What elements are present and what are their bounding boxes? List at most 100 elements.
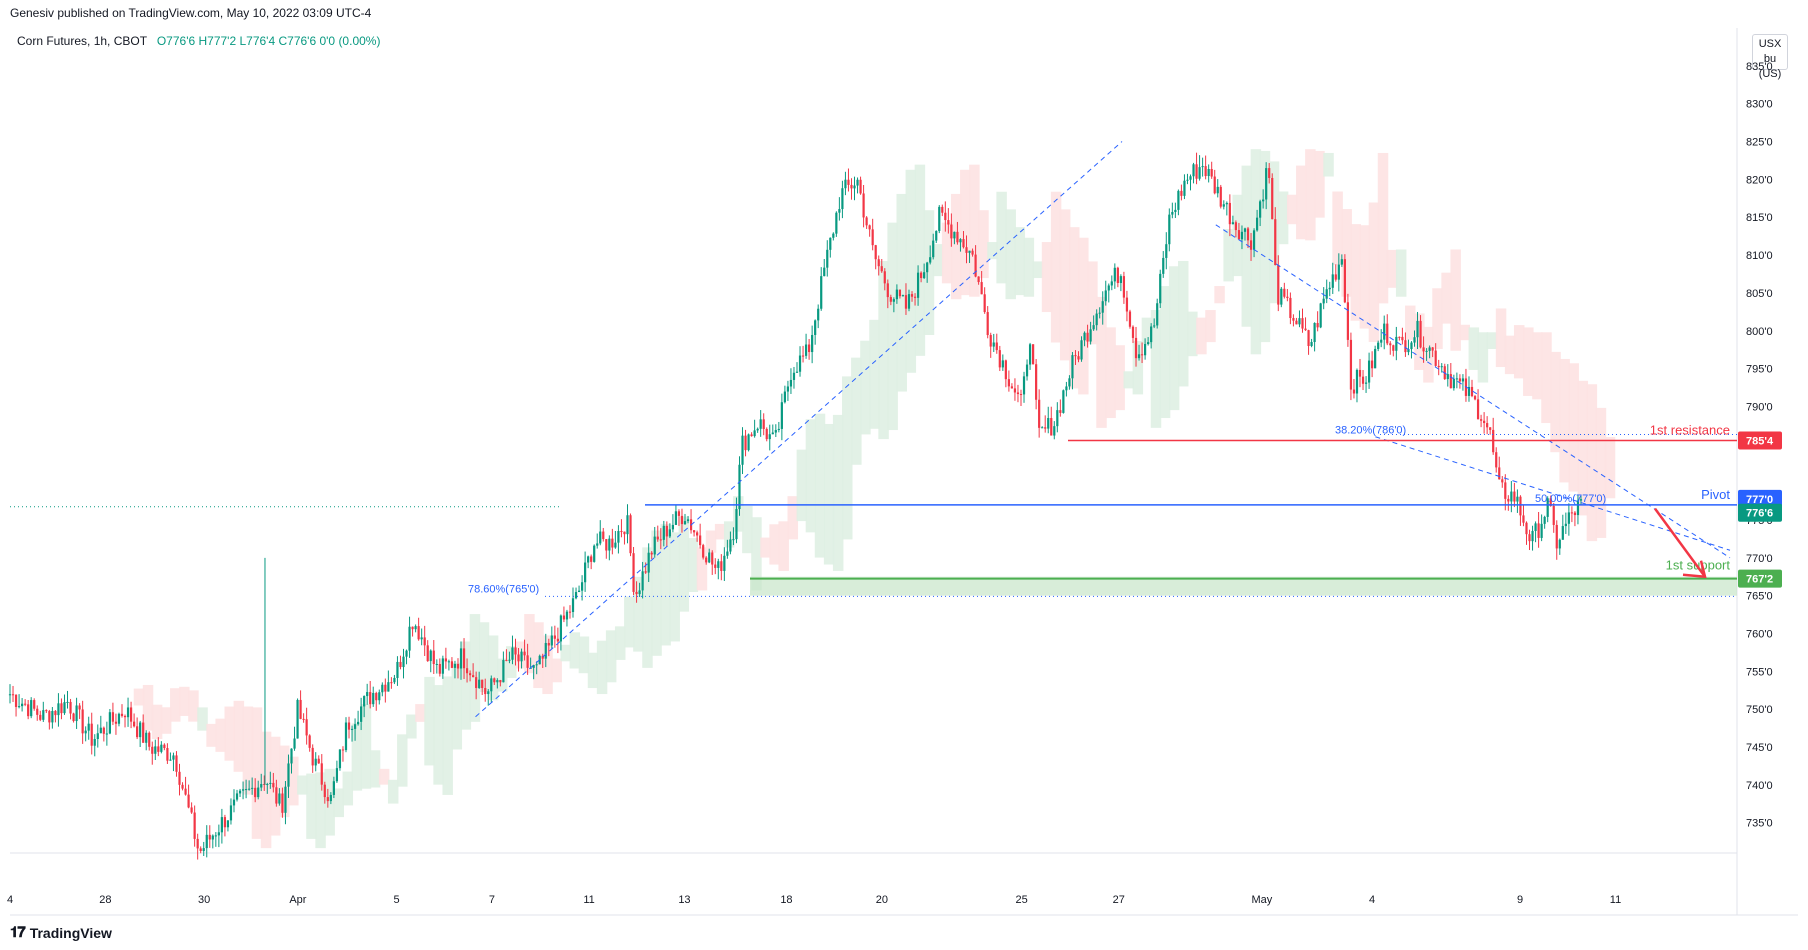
candle-body <box>1007 379 1010 387</box>
cloud-segment <box>1486 332 1498 349</box>
candle-body <box>160 744 163 752</box>
candle-body <box>587 556 590 563</box>
candle-body <box>1292 318 1295 321</box>
symbol-name[interactable]: Corn Futures, 1h, CBOT <box>17 34 147 48</box>
candle-body <box>1358 369 1362 377</box>
cloud-segment <box>487 635 499 701</box>
tradingview-brand[interactable]: 𝟏𝟕 TradingView <box>10 924 112 941</box>
arrow-head-icon <box>1682 560 1707 579</box>
candle-body <box>1156 303 1159 326</box>
candle-body <box>1504 482 1507 499</box>
candle-body <box>708 552 711 563</box>
candle-body <box>126 707 130 718</box>
candle-body <box>1010 386 1014 389</box>
ichimoku-cloud <box>133 149 1616 849</box>
unit-label: bu (US) <box>1758 53 1782 80</box>
candle-body <box>157 746 160 752</box>
candle-body <box>57 703 60 716</box>
candle-body <box>66 701 69 703</box>
time-tick-label: May <box>1251 894 1272 906</box>
candle-body <box>814 320 817 335</box>
candle-body <box>1392 345 1395 351</box>
candle-body <box>1134 337 1138 359</box>
cloud-segment <box>769 524 780 565</box>
candle-body <box>913 296 917 298</box>
candle-body <box>1237 230 1241 240</box>
candle-body <box>353 724 357 729</box>
candle-body <box>880 266 883 272</box>
candle-body <box>90 723 93 746</box>
candle-body <box>1231 222 1234 225</box>
candle-body <box>738 464 741 510</box>
candle-body <box>468 673 472 676</box>
candle-body <box>620 531 623 533</box>
cloud-segment <box>360 704 372 789</box>
candle-body <box>1031 344 1035 365</box>
candle-body <box>662 525 665 540</box>
pivot-label: Pivot <box>1701 487 1730 502</box>
candle-body <box>683 521 687 525</box>
candle-body <box>1531 530 1534 542</box>
candle-body <box>1473 396 1477 400</box>
candle-body <box>320 763 323 785</box>
cloud-segment <box>1459 324 1470 341</box>
candle-body <box>1437 365 1440 368</box>
candle-body <box>1561 526 1564 540</box>
candle-body <box>686 519 690 522</box>
cloud-segment <box>469 614 481 722</box>
candle-body <box>919 272 923 279</box>
candle-body <box>795 371 799 373</box>
cloud-segment <box>1159 286 1171 419</box>
candle-body <box>487 691 490 695</box>
candle-body <box>1304 328 1307 331</box>
candle-body <box>1364 382 1368 384</box>
candle-body <box>801 355 805 357</box>
candle-body <box>717 561 720 568</box>
candle-body <box>299 699 302 719</box>
cloud-segment <box>978 210 989 279</box>
candle-body <box>1056 410 1059 427</box>
candle-body <box>202 848 205 851</box>
candle-body <box>14 694 18 707</box>
cloud-segment <box>751 517 762 591</box>
candle-body <box>154 746 157 754</box>
candle-body <box>1068 378 1071 387</box>
candle-body <box>1168 214 1171 245</box>
cloud-segment <box>760 537 771 558</box>
cloud-segment <box>1205 310 1216 343</box>
candle-body <box>968 250 971 253</box>
candle-body <box>1001 360 1004 368</box>
candle-body <box>381 684 384 693</box>
cloud-segment <box>851 357 862 465</box>
candle-body <box>293 738 296 749</box>
cloud-segment <box>887 222 898 431</box>
candle-body <box>178 771 181 785</box>
cloud-segment <box>1468 327 1480 370</box>
cloud-segment <box>687 538 699 592</box>
candle-body <box>898 289 902 297</box>
candle-body <box>1431 347 1434 351</box>
candle-body <box>1313 323 1316 343</box>
candle-body <box>1255 217 1259 231</box>
currency-unit-button[interactable]: USX bu (US) <box>1752 34 1788 80</box>
candle-body <box>217 832 220 836</box>
candle-body <box>859 179 862 194</box>
candle-body <box>944 212 947 221</box>
cloud-segment <box>451 662 463 750</box>
candle-body <box>947 220 950 225</box>
time-axis[interactable]: 4 28 30 Apr 5 7 11 13 18 20 25 27 May 4 9 11 <box>7 894 1621 906</box>
candle-body <box>1380 339 1383 343</box>
symbol-legend[interactable]: Corn Futures, 1h, CBOT O776'6 H777'2 L77… <box>17 34 380 48</box>
candle-body <box>789 379 793 387</box>
cloud-segment <box>787 496 799 540</box>
candle-body <box>808 344 811 353</box>
candle-body <box>305 719 308 736</box>
candle-body <box>505 659 508 661</box>
resistance-label: 1st resistance <box>1650 423 1730 438</box>
candle-body <box>614 542 617 548</box>
candle-body <box>705 557 708 563</box>
cloud-segment <box>188 690 199 722</box>
candle-body <box>1222 204 1225 207</box>
candle-body <box>208 834 211 840</box>
